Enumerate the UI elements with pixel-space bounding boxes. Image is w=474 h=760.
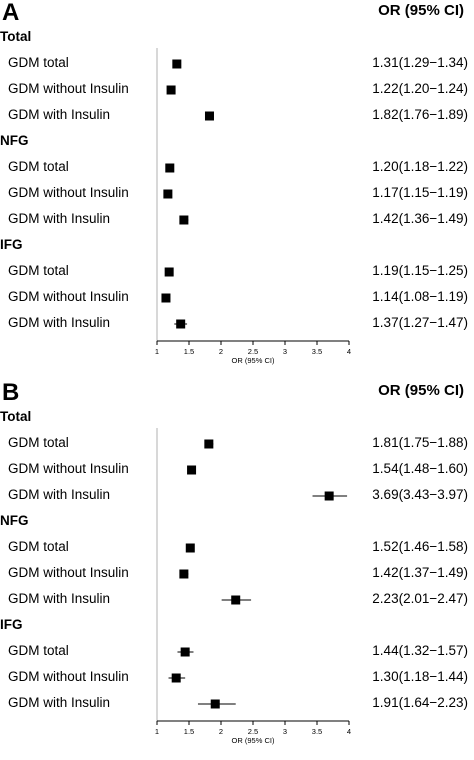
or-ci-value: 2.23(2.01−2.47) xyxy=(372,591,468,606)
or-ci-value: 1.14(1.08−1.19) xyxy=(372,289,468,304)
or-column-header: OR (95% CI) xyxy=(378,2,464,19)
or-point-marker xyxy=(187,465,197,475)
x-tick-label: 3 xyxy=(283,727,287,736)
group-header-ifg: IFG xyxy=(0,617,23,632)
group-header-total: Total xyxy=(0,29,32,44)
or-ci-value: 1.42(1.36−1.49) xyxy=(372,211,468,226)
x-tick-label: 3 xyxy=(283,347,287,356)
or-ci-value: 1.82(1.76−1.89) xyxy=(372,107,468,122)
or-ci-value: 3.69(3.43−3.97) xyxy=(372,487,468,502)
or-point-marker xyxy=(163,189,173,199)
or-point-marker xyxy=(185,543,195,553)
or-point-marker xyxy=(180,647,190,657)
or-point-marker xyxy=(171,673,181,683)
or-column-header: OR (95% CI) xyxy=(378,382,464,399)
row-label: GDM with Insulin xyxy=(8,591,111,606)
x-tick-label: 3.5 xyxy=(312,727,322,736)
or-point-marker xyxy=(172,59,182,69)
or-ci-value: 1.44(1.32−1.57) xyxy=(372,643,468,658)
panel-label: A xyxy=(2,0,20,26)
row-label: GDM without Insulin xyxy=(8,289,129,304)
or-ci-value: 1.37(1.27−1.47) xyxy=(372,315,468,330)
or-point-marker xyxy=(210,699,220,709)
row-label: GDM with Insulin xyxy=(8,695,111,710)
row-label: GDM total xyxy=(8,55,69,70)
forest-plot-area: 1 1.5 2 2.5 3 3.5 4 OR (95% CI) xyxy=(155,428,351,745)
x-tick-label: 1.5 xyxy=(184,727,194,736)
forest-panel-a: A OR (95% CI) 1 1.5 2 2.5 3 3.5 4 OR (95% CI) To… xyxy=(0,0,468,365)
group-header-total: Total xyxy=(0,409,32,424)
or-ci-value: 1.17(1.15−1.19) xyxy=(372,185,468,200)
row-label: GDM with Insulin xyxy=(8,315,111,330)
or-ci-value: 1.22(1.20−1.24) xyxy=(372,81,468,96)
row-label: GDM without Insulin xyxy=(8,669,129,684)
or-ci-value: 1.91(1.64−2.23) xyxy=(372,695,468,710)
row-label: GDM with Insulin xyxy=(8,107,111,122)
row-label: GDM without Insulin xyxy=(8,461,129,476)
row-label: GDM total xyxy=(8,263,69,278)
x-tick-label: 2 xyxy=(219,347,223,356)
or-point-marker xyxy=(204,439,214,449)
or-point-marker xyxy=(165,163,175,173)
group-header-nfg: NFG xyxy=(0,513,29,528)
row-label: GDM without Insulin xyxy=(8,185,129,200)
or-point-marker xyxy=(166,85,176,95)
x-tick-label: 2 xyxy=(219,727,223,736)
or-ci-value: 1.30(1.18−1.44) xyxy=(372,669,468,684)
or-point-marker xyxy=(161,293,171,303)
row-label: GDM total xyxy=(8,435,69,450)
or-point-marker xyxy=(324,491,334,501)
x-tick-label: 4 xyxy=(347,347,351,356)
row-label: GDM without Insulin xyxy=(8,565,129,580)
forest-panel-b: B OR (95% CI) 1 1.5 2 2.5 3 3.5 4 OR (95% CI) To… xyxy=(0,379,474,758)
row-label: GDM total xyxy=(8,643,69,658)
x-tick-label: 3.5 xyxy=(312,347,322,356)
row-label: GDM total xyxy=(8,159,69,174)
or-point-marker xyxy=(179,215,189,225)
or-ci-value: 1.54(1.48−1.60) xyxy=(372,461,468,476)
group-header-ifg: IFG xyxy=(0,237,23,252)
or-point-marker xyxy=(176,319,186,329)
row-label: GDM with Insulin xyxy=(8,487,111,502)
row-label: GDM with Insulin xyxy=(8,211,111,226)
x-tick-label: 1 xyxy=(155,727,159,736)
x-axis-title: OR (95% CI) xyxy=(232,736,275,745)
x-tick-label: 2.5 xyxy=(248,727,258,736)
or-point-marker xyxy=(204,111,214,121)
x-tick-label: 1 xyxy=(155,347,159,356)
row-label: GDM total xyxy=(8,539,69,554)
x-axis-title: OR (95% CI) xyxy=(232,356,275,365)
or-point-marker xyxy=(231,595,241,605)
or-ci-value: 1.19(1.15−1.25) xyxy=(372,263,468,278)
or-ci-value: 1.20(1.18−1.22) xyxy=(372,159,468,174)
x-tick-label: 1.5 xyxy=(184,347,194,356)
x-tick-label: 2.5 xyxy=(248,347,258,356)
or-ci-value: 1.81(1.75−1.88) xyxy=(372,435,468,450)
or-ci-value: 1.42(1.37−1.49) xyxy=(372,565,468,580)
row-label: GDM without Insulin xyxy=(8,81,129,96)
or-point-marker xyxy=(164,267,174,277)
group-header-nfg: NFG xyxy=(0,133,29,148)
or-point-marker xyxy=(179,569,189,579)
panel-label: B xyxy=(2,379,20,406)
or-ci-value: 1.31(1.29−1.34) xyxy=(372,55,468,70)
or-ci-value: 1.52(1.46−1.58) xyxy=(372,539,468,554)
x-tick-label: 4 xyxy=(347,727,351,736)
forest-plot-area: 1 1.5 2 2.5 3 3.5 4 OR (95% CI) xyxy=(155,48,351,365)
